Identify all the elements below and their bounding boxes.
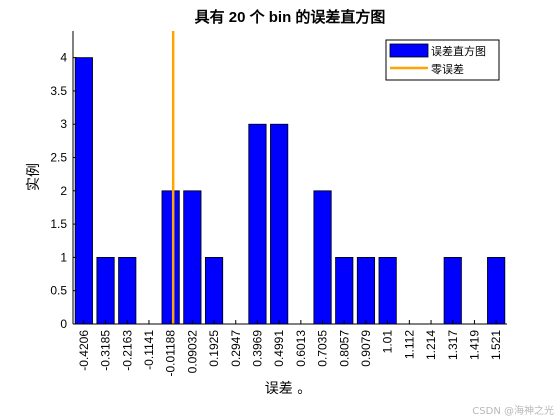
- y-tick-label-4: 2: [60, 184, 67, 198]
- y-tick-label-3: 1.5: [50, 217, 67, 231]
- legend-label-zero-line: 零误差: [431, 62, 464, 76]
- legend-swatch-bars: [389, 43, 429, 58]
- histogram-bar-14: [378, 257, 397, 325]
- x-tick-label-7: 0.2947: [229, 330, 243, 367]
- x-tick-label-6: 0.1925: [207, 330, 221, 367]
- histogram-bar-13: [356, 257, 376, 325]
- x-tick-label-19: 1.521: [489, 330, 503, 360]
- legend-label-bars: 误差直方图: [431, 44, 486, 58]
- x-tick-label-18: 1.419: [467, 330, 481, 360]
- legend: 误差直方图 零误差: [385, 39, 500, 81]
- y-tick-label-7: 3.5: [50, 84, 67, 98]
- y-tick-label-0: 0: [60, 317, 67, 331]
- x-axis-label: 误差 。: [265, 381, 311, 397]
- x-tick-label-16: 1.214: [424, 330, 438, 360]
- watermark: CSDN @海神之光: [472, 404, 554, 417]
- histogram-bar-2: [118, 257, 137, 325]
- x-tick-label-17: 1.317: [446, 330, 460, 360]
- histogram-bar-5: [183, 190, 202, 325]
- x-tick-label-11: 0.7035: [316, 330, 330, 367]
- x-tick-label-12: 0.8057: [337, 330, 351, 367]
- y-tick-label-8: 4: [60, 51, 67, 65]
- y-tick-label-1: 0.5: [50, 284, 67, 298]
- histogram-bar-12: [335, 257, 354, 325]
- histogram-bar-17: [443, 257, 462, 325]
- x-tick-label-1: -0.3185: [99, 330, 113, 371]
- x-tick-label-10: 0.6013: [294, 330, 308, 367]
- chart-title: 具有 20 个 bin 的误差直方图: [195, 8, 386, 26]
- x-tick-label-14: 1.01: [381, 330, 395, 354]
- x-tick-label-0: -0.4206: [77, 330, 91, 371]
- x-tick-label-13: 0.9079: [359, 330, 373, 367]
- x-tick-label-3: -0.1141: [142, 330, 156, 370]
- y-tick-label-2: 1: [60, 250, 67, 264]
- plot-area: 0 0.5 1 1.5 2 2.5 3 3.5 4 -0.4206 -0.3185 -0.2163 -0…: [50, 31, 507, 376]
- histogram-bar-9: [270, 123, 289, 325]
- histogram-bar-11: [313, 190, 332, 325]
- x-tick-label-9: 0.4991: [272, 330, 286, 367]
- histogram-bar-4: [161, 190, 180, 325]
- y-axis-label: 实例: [26, 163, 42, 191]
- y-tick-label-6: 3: [60, 117, 67, 131]
- x-tick-label-5: 0.09032: [185, 330, 199, 374]
- histogram-bar-6: [204, 257, 224, 325]
- x-tick-label-8: 0.3969: [250, 330, 264, 367]
- histogram-bar-8: [248, 123, 267, 325]
- histogram-bar-19: [487, 257, 506, 325]
- x-tick-label-15: 1.112: [402, 330, 416, 359]
- histogram-bar-1: [96, 257, 115, 325]
- x-tick-label-4: -0.01188: [164, 330, 178, 377]
- histogram-bar-0: [74, 57, 93, 325]
- x-tick-label-2: -0.2163: [120, 330, 134, 371]
- y-tick-label-5: 2.5: [50, 151, 67, 165]
